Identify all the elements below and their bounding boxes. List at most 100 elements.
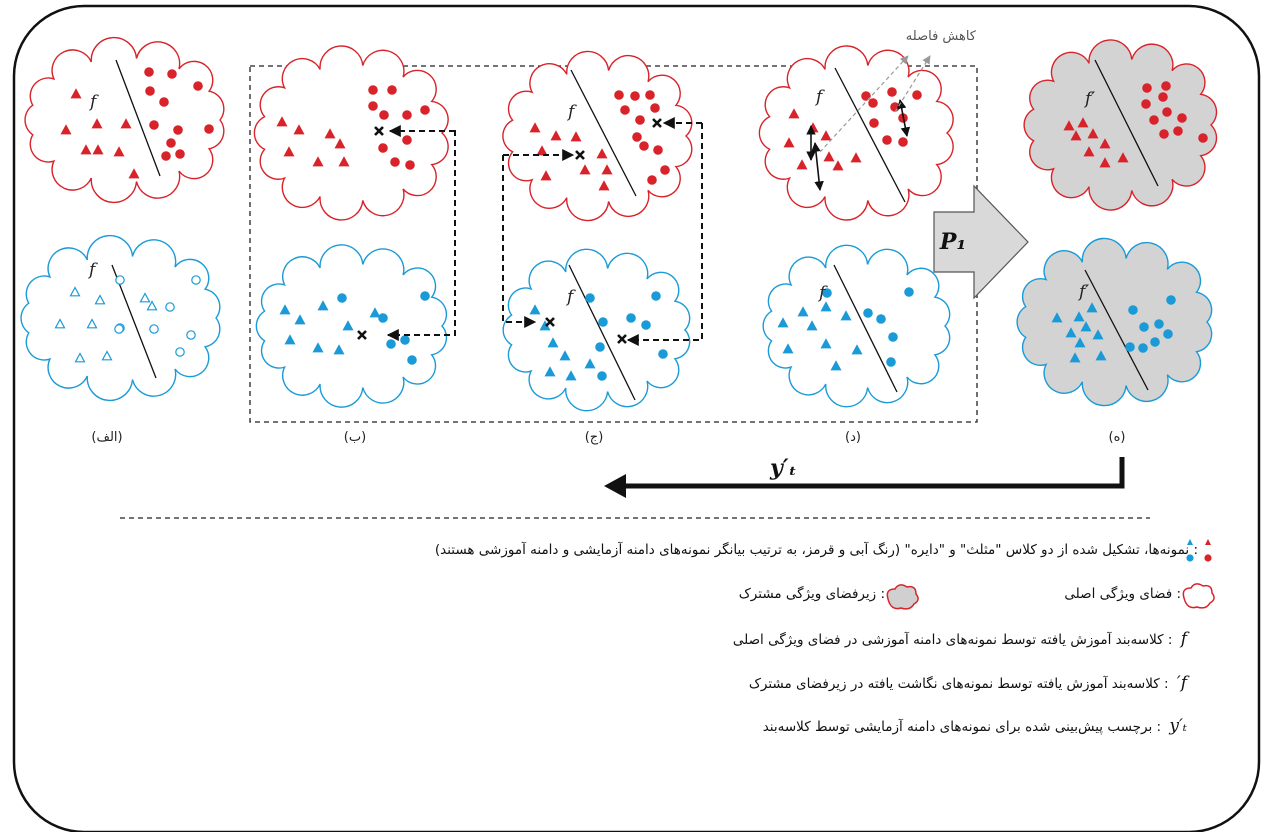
triangle-sample <box>284 334 296 345</box>
circle-sample <box>149 324 159 334</box>
f-label-d-bottom: f <box>817 283 828 303</box>
p1-block-arrow <box>933 184 1029 300</box>
circle-sample <box>186 330 196 340</box>
legend-shared-subspace-icon <box>886 584 919 610</box>
circle-sample <box>639 141 649 151</box>
cross-marker <box>374 126 384 136</box>
triangle-sample <box>369 307 381 318</box>
triangle-sample <box>1095 350 1107 361</box>
feedback-arrow <box>625 457 1125 489</box>
triangle-sample <box>317 300 329 311</box>
circle-sample <box>912 90 922 100</box>
triangle-sample <box>139 292 151 303</box>
legend-row-yt: y′ₜ : برچسب پیش‌بینی شده برای نمونه‌های … <box>762 716 1187 736</box>
yt-label: y′ₜ <box>769 455 797 481</box>
legend-original-space: : فضای ویژگی اصلی <box>1064 586 1181 602</box>
legend-shared-subspace: : زیرفضای ویژگی مشترک <box>738 586 885 602</box>
triangle-sample <box>783 137 795 148</box>
circle-sample <box>1149 115 1159 125</box>
triangle-sample <box>94 294 106 305</box>
triangle-sample <box>536 145 548 156</box>
legend-fprime-symbol: f′ <box>1176 673 1187 693</box>
cross-marker <box>575 150 585 160</box>
cross-marker <box>652 118 662 128</box>
circle-sample <box>886 357 896 367</box>
circle-sample <box>420 105 430 115</box>
cloud-d-top <box>758 45 954 221</box>
triangle-sample <box>1080 321 1092 332</box>
legend-row-samples: : نمونه‌ها، تشکیل شده از دو کلاس "مثلث" … <box>434 542 1198 558</box>
triangle-sample <box>338 156 350 167</box>
circle-sample <box>191 275 201 285</box>
circle-sample <box>193 81 203 91</box>
triangle-sample <box>342 320 354 331</box>
triangle-sample <box>529 304 541 315</box>
legend-samples-text: نمونه‌ها، تشکیل شده از دو کلاس "مثلث" و … <box>434 542 1190 558</box>
legend-shared-subspace-text: زیرفضای ویژگی مشترک <box>738 586 877 602</box>
triangle-sample <box>128 168 140 179</box>
circle-sample <box>1141 99 1151 109</box>
f-label-c-bottom: f <box>565 287 576 307</box>
triangle-sample <box>1087 128 1099 139</box>
cloud-b-bottom <box>255 244 448 408</box>
triangle-sample <box>86 318 98 329</box>
triangle-sample <box>92 144 104 155</box>
f-label-a-bottom: f <box>87 260 98 280</box>
triangle-sample <box>279 304 291 315</box>
circle-sample <box>620 105 630 115</box>
circle-sample <box>161 151 171 161</box>
circle-sample <box>159 97 169 107</box>
circle-sample <box>420 291 430 301</box>
triangle-sample <box>1070 130 1082 141</box>
outer-frame <box>12 4 1261 832</box>
circle-sample <box>145 86 155 96</box>
cloud-b-top <box>253 45 449 221</box>
legend-f-symbol: f <box>1180 629 1187 649</box>
triangle-sample <box>324 128 336 139</box>
triangle-sample <box>146 300 158 311</box>
connector-c-right <box>626 117 703 346</box>
triangle-sample <box>584 358 596 369</box>
triangle-sample <box>312 342 324 353</box>
legend-original-space-icon <box>1182 583 1215 609</box>
circle-sample <box>368 85 378 95</box>
annotation-pointers <box>819 55 931 153</box>
circle-sample <box>660 165 670 175</box>
triangle-sample <box>777 317 789 328</box>
triangle-sample <box>113 146 125 157</box>
circle-sample <box>890 102 900 112</box>
feedback-arrow-head <box>604 474 626 498</box>
triangle-sample <box>788 108 800 119</box>
cloud-a-top <box>24 36 225 204</box>
circle-sample <box>407 355 417 365</box>
circle-sample <box>378 143 388 153</box>
triangle-sample <box>120 118 132 129</box>
circle-sample <box>337 293 347 303</box>
triangle-sample <box>74 352 86 363</box>
circle-sample <box>1173 126 1183 136</box>
f-label-a-top: f <box>88 92 99 112</box>
circle-sample <box>175 347 185 357</box>
circle-sample <box>402 110 412 120</box>
triangle-sample <box>1092 329 1104 340</box>
caption-d: (د) <box>845 430 861 445</box>
triangle-sample <box>797 306 809 317</box>
triangle-sample <box>598 180 610 191</box>
triangle-sample <box>54 318 66 329</box>
legend-fprime-text: کلاسه‌بند آموزش یافته توسط نمونه‌های نگا… <box>748 676 1160 692</box>
triangle-sample <box>820 338 832 349</box>
triangle-sample <box>806 320 818 331</box>
triangle-sample <box>596 148 608 159</box>
triangle-sample <box>601 164 613 175</box>
legend-original-space-text: فضای ویژگی اصلی <box>1064 586 1173 602</box>
circle-sample <box>882 135 892 145</box>
circle-sample <box>387 85 397 95</box>
triangle-sample <box>293 124 305 135</box>
circle-sample <box>1166 295 1176 305</box>
triangle-sample <box>796 159 808 170</box>
triangle-sample <box>1099 157 1111 168</box>
circle-sample <box>888 332 898 342</box>
circle-sample <box>647 175 657 185</box>
circle-sample <box>822 288 832 298</box>
domain-center-markers <box>357 118 662 344</box>
